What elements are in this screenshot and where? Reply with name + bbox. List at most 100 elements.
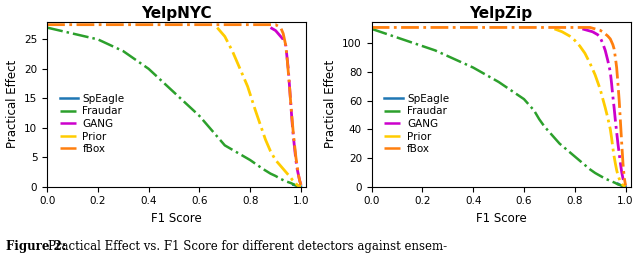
fBox (599, 30, 607, 33)
Fraudar (561, 146, 568, 150)
Fraudar (368, 27, 376, 30)
Fraudar (241, 156, 249, 159)
Fraudar (94, 38, 102, 41)
fBox (591, 27, 599, 30)
Prior (288, 178, 296, 181)
fBox (620, 176, 628, 179)
Line: GANG: GANG (582, 29, 625, 186)
fBox (288, 117, 296, 120)
Fraudar (621, 185, 629, 188)
Prior (618, 182, 625, 185)
fBox (571, 26, 579, 29)
Fraudar (246, 158, 254, 162)
Fraudar (457, 60, 465, 63)
Prior (297, 185, 305, 188)
Fraudar (183, 103, 191, 106)
SpEagle (616, 184, 624, 187)
fBox (469, 26, 477, 29)
Text: Figure 2:: Figure 2: (6, 240, 71, 253)
Prior (550, 27, 558, 30)
Prior (284, 173, 292, 176)
GANG (293, 167, 301, 170)
Fraudar (495, 80, 502, 83)
Prior (615, 177, 623, 180)
Prior (244, 85, 252, 88)
SpEagle (621, 185, 629, 188)
Fraudar (508, 89, 515, 92)
SpEagle (619, 184, 627, 187)
fBox (294, 173, 302, 176)
GANG (589, 30, 596, 33)
Prior (614, 174, 622, 177)
SpEagle (297, 185, 305, 188)
Fraudar (132, 58, 140, 61)
fBox (576, 26, 584, 29)
X-axis label: F1 Score: F1 Score (151, 212, 202, 225)
Fraudar (231, 150, 239, 153)
Fraudar (226, 147, 234, 150)
Prior (213, 26, 221, 29)
fBox (277, 26, 285, 29)
Legend: SpEagle, Fraudar, GANG, Prior, fBox: SpEagle, Fraudar, GANG, Prior, fBox (58, 92, 127, 156)
Fraudar (556, 142, 563, 145)
fBox (287, 103, 294, 106)
Prior (282, 170, 289, 173)
Fraudar (56, 29, 63, 32)
fBox (596, 29, 604, 32)
Fraudar (120, 50, 127, 53)
Fraudar (540, 125, 548, 128)
Prior (236, 67, 244, 70)
Fraudar (294, 184, 302, 187)
GANG (296, 179, 303, 182)
Fraudar (602, 177, 609, 180)
fBox (285, 85, 293, 88)
Fraudar (469, 66, 477, 69)
GANG (275, 32, 282, 35)
fBox (558, 26, 566, 29)
GANG (282, 44, 289, 47)
Prior (596, 88, 604, 91)
Prior (602, 106, 609, 109)
GANG (287, 103, 294, 106)
fBox (612, 56, 620, 59)
Fraudar (44, 26, 51, 29)
GANG (292, 158, 300, 162)
fBox (619, 162, 627, 165)
GANG (615, 152, 623, 155)
Line: Prior: Prior (217, 28, 301, 187)
Fraudar (81, 35, 89, 38)
SpEagle (292, 184, 300, 187)
Prior (252, 109, 259, 112)
fBox (296, 179, 303, 182)
Prior (277, 164, 285, 167)
Fraudar (586, 168, 594, 171)
fBox (291, 144, 298, 147)
Fraudar (68, 32, 76, 35)
Fraudar (259, 167, 267, 170)
Prior (613, 168, 621, 172)
Prior (228, 50, 236, 53)
fBox (292, 156, 300, 159)
Fraudar (282, 180, 289, 183)
GANG (297, 183, 305, 186)
Fraudar (536, 118, 543, 121)
fBox (581, 26, 589, 29)
Title: YelpZip: YelpZip (470, 6, 532, 20)
Fraudar (444, 55, 452, 58)
fBox (621, 184, 629, 187)
Fraudar (267, 172, 275, 175)
GANG (614, 142, 622, 145)
Fraudar (419, 45, 426, 48)
Fraudar (211, 132, 218, 135)
Prior (566, 35, 573, 38)
fBox (289, 132, 297, 135)
GANG (291, 147, 298, 150)
GANG (607, 70, 614, 73)
fBox (589, 27, 596, 30)
Fraudar (581, 164, 589, 167)
Line: fBox: fBox (47, 25, 301, 185)
fBox (520, 26, 528, 29)
Fraudar (431, 49, 439, 52)
Prior (609, 146, 617, 150)
GANG (277, 35, 285, 38)
